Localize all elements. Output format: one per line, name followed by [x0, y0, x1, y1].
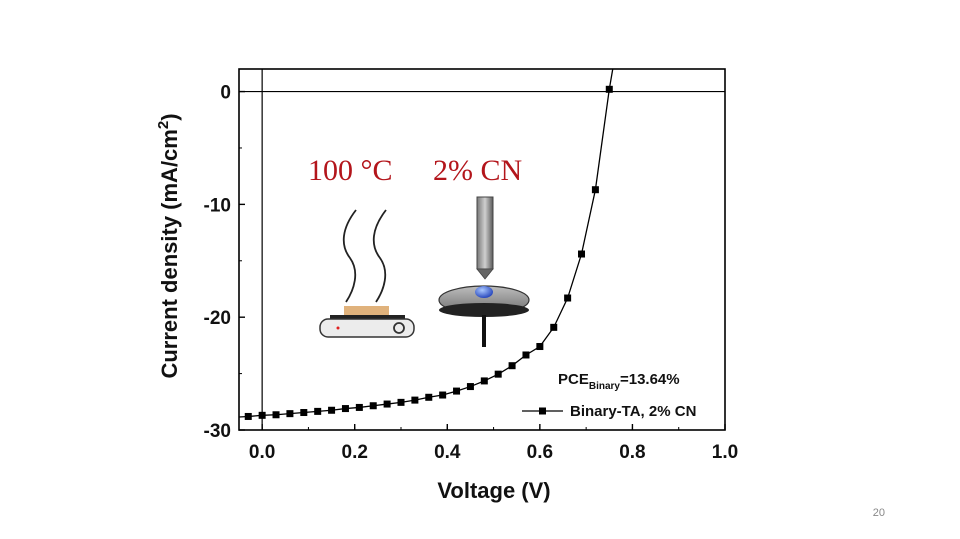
data-point: [536, 343, 544, 351]
spin-coater-illustration: [438, 196, 530, 347]
syringe-needle-icon: [476, 196, 494, 270]
y-axis-title-close: ): [157, 113, 182, 120]
data-point: [411, 396, 419, 404]
plot-frame: [238, 68, 726, 431]
data-point: [244, 412, 252, 420]
data-point: [480, 377, 488, 385]
data-point: [341, 405, 349, 413]
droplet-icon: [475, 286, 493, 298]
data-point: [355, 403, 363, 411]
x-axis-title: Voltage (V): [437, 478, 550, 503]
x-tick-label: 0.4: [434, 442, 461, 463]
x-tick-label: 1.0: [712, 442, 738, 463]
data-point: [328, 406, 336, 414]
data-point: [383, 400, 391, 408]
hotplate-knob-icon: [393, 322, 405, 334]
data-point: [508, 362, 516, 370]
inset-temperature-label: 100 °C: [308, 154, 393, 187]
data-point: [564, 294, 572, 302]
data-point: [286, 410, 294, 418]
legend-marker-swatch: [539, 407, 546, 415]
data-point: [550, 323, 558, 331]
y-axis-title: Current density (mA/cm2): [155, 113, 182, 378]
x-tick-label: 0.0: [249, 442, 275, 463]
legend-entry-binary-ta: Binary-TA, 2% CN: [570, 403, 696, 420]
data-point: [425, 393, 433, 401]
substrate-icon: [344, 306, 389, 315]
hotplate-top-icon: [330, 315, 405, 319]
data-point: [397, 398, 405, 406]
data-point: [369, 402, 377, 410]
y-axis-title-main: Current density (mA/cm: [157, 129, 182, 378]
x-tick-label: 0.6: [527, 442, 553, 463]
axis-tick-labels: 0.0 0.2 0.4 0.6 0.8 1.0 0 -10 -20 -30: [204, 83, 739, 463]
spin-disc-rim-icon: [439, 303, 529, 317]
data-point: [272, 411, 280, 419]
syringe-tip-icon: [476, 268, 494, 280]
data-point: [314, 407, 322, 415]
data-point: [522, 351, 530, 359]
data-point: [300, 409, 308, 417]
x-tick-label: 0.2: [342, 442, 368, 463]
series-markers: [244, 85, 613, 420]
data-point: [605, 85, 613, 93]
pce-label: PCE: [558, 371, 589, 388]
data-point: [258, 411, 266, 419]
axis-ticks: [239, 90, 726, 431]
data-point: [439, 391, 447, 399]
steam-icon: [372, 209, 387, 303]
series-line-binary-ta: [238, 68, 614, 418]
pce-subscript: Binary: [589, 381, 621, 392]
page-number: 20: [872, 507, 885, 519]
y-tick-label: -20: [204, 308, 231, 329]
x-tick-label: 0.8: [619, 442, 645, 463]
steam-icon: [342, 209, 357, 303]
hotplate-illustration: [319, 209, 415, 338]
inset-additive-label: 2% CN: [433, 154, 522, 187]
legend: Binary-TA, 2% CN: [522, 403, 696, 420]
data-point: [591, 186, 599, 194]
y-axis-title-sup: 2: [155, 121, 172, 129]
data-point: [578, 250, 586, 258]
spin-shaft-icon: [482, 315, 486, 347]
y-tick-label: -10: [204, 195, 231, 216]
y-tick-label: 0: [220, 83, 231, 104]
data-point: [494, 370, 502, 378]
pce-annotation: PCEBinary=13.64%: [558, 371, 680, 392]
hotplate-body-icon: [319, 318, 415, 338]
y-tick-label: -30: [204, 421, 231, 442]
hotplate-indicator-icon: [336, 326, 340, 330]
pce-value: =13.64%: [620, 371, 680, 388]
data-point: [466, 383, 474, 391]
data-point: [453, 387, 461, 395]
